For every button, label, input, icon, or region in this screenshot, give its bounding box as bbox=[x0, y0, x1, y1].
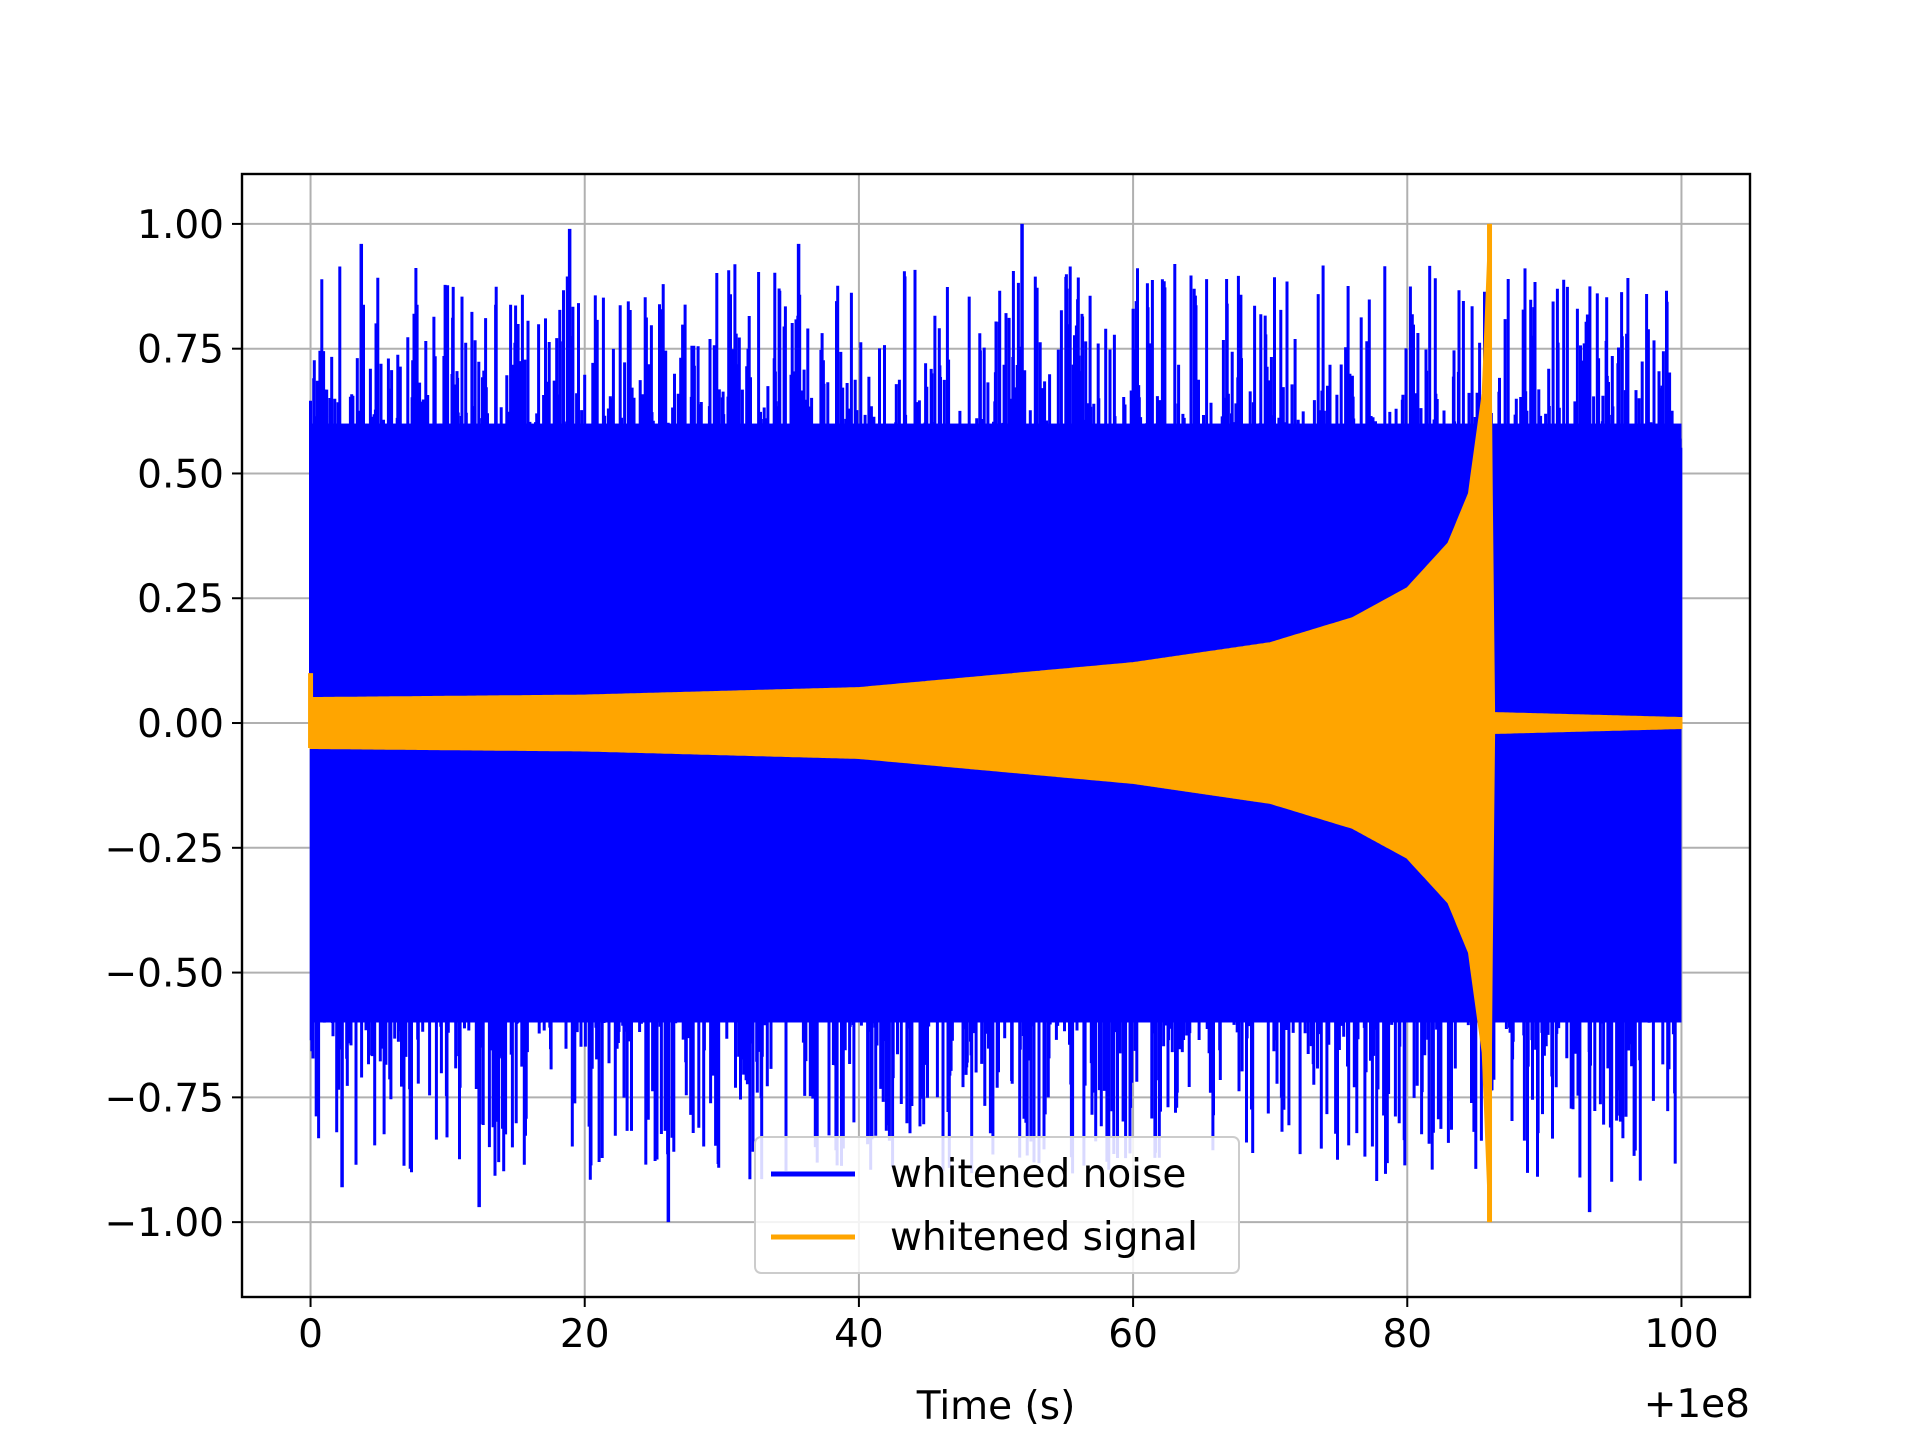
x-tick-label: 80 bbox=[1382, 1312, 1432, 1357]
x-tick-label: 100 bbox=[1644, 1312, 1718, 1357]
y-tick-label: 0.00 bbox=[137, 702, 224, 747]
axis-ticks: 0 20 40 60 80 100 1.00 0.75 0.50 0.25 0.00 −0.25 −0.… bbox=[104, 203, 1718, 1357]
x-tick-label: 20 bbox=[560, 1312, 610, 1357]
legend-label-whitened-noise: whitened noise bbox=[890, 1152, 1186, 1197]
y-tick-label: −0.25 bbox=[104, 827, 224, 872]
y-tick-label: −0.75 bbox=[104, 1076, 224, 1121]
legend: whitened noise whitened signal bbox=[754, 1136, 1240, 1274]
x-tick-label: 60 bbox=[1108, 1312, 1158, 1357]
noise-spikes bbox=[309, 264, 1683, 1182]
x-tick-label: 40 bbox=[834, 1312, 884, 1357]
plot-area bbox=[308, 223, 1683, 1223]
signal-envelope bbox=[309, 223, 1683, 1223]
x-axis-offset-label: +1e8 bbox=[1644, 1382, 1750, 1427]
series-whitened-signal bbox=[308, 223, 1683, 1223]
y-tick-label: 0.25 bbox=[137, 577, 224, 622]
x-axis-label: Time (s) bbox=[916, 1384, 1076, 1429]
y-tick-label: 0.75 bbox=[137, 328, 224, 373]
y-tick-label: 1.00 bbox=[137, 203, 224, 248]
y-tick-label: −1.00 bbox=[104, 1201, 224, 1246]
axes-frame bbox=[240, 172, 1752, 1299]
x-tick-label: 0 bbox=[298, 1312, 323, 1357]
y-tick-label: 0.50 bbox=[137, 452, 224, 497]
y-tick-label: −0.50 bbox=[104, 952, 224, 997]
legend-box bbox=[754, 1136, 1240, 1274]
legend-label-whitened-signal: whitened signal bbox=[890, 1215, 1198, 1260]
